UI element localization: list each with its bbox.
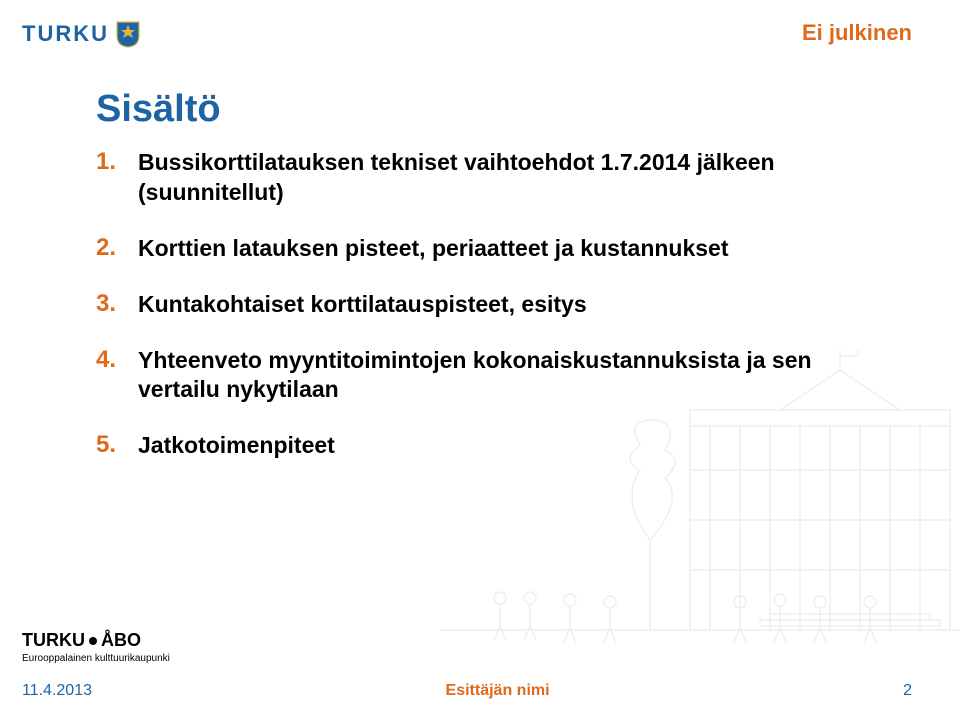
item-text: Korttien latauksen pisteet, periaatteet … (138, 234, 729, 264)
footer-date: 11.4.2013 (22, 682, 92, 700)
footer-logo: TURKU ÅBO Eurooppalainen kulttuurikaupun… (22, 631, 170, 664)
item-number: 3. (96, 290, 124, 318)
brand-crest-icon (115, 20, 141, 48)
item-text: Kuntakohtaiset korttilatauspisteet, esit… (138, 290, 587, 320)
footer-presenter: Esittäjän nimi (446, 682, 550, 700)
dot-icon (89, 637, 97, 645)
list-item: 1. Bussikorttilatauksen tekniset vaihtoe… (96, 148, 836, 208)
list-item: 2. Korttien latauksen pisteet, periaatte… (96, 234, 836, 264)
footer-page-number: 2 (903, 682, 912, 700)
item-number: 4. (96, 346, 124, 374)
footer-logo-left: TURKU (22, 631, 85, 651)
classification-label: Ei julkinen (802, 20, 912, 46)
item-number: 1. (96, 148, 124, 176)
footer-logo-main: TURKU ÅBO (22, 631, 170, 651)
slide: TURKU Ei julkinen Sisältö 1. Bussikortti… (0, 0, 960, 720)
item-text: Jatkotoimenpiteet (138, 431, 335, 461)
item-number: 2. (96, 234, 124, 262)
slide-title: Sisältö (96, 88, 221, 131)
item-text: Bussikorttilatauksen tekniset vaihtoehdo… (138, 148, 836, 208)
list-item: 3. Kuntakohtaiset korttilatauspisteet, e… (96, 290, 836, 320)
footer-bar: 11.4.2013 Esittäjän nimi 2 (22, 682, 912, 700)
cityscape-illustration (440, 350, 960, 650)
footer-logo-sub: Eurooppalainen kulttuurikaupunki (22, 653, 170, 664)
brand-logo: TURKU (22, 20, 141, 48)
brand-wordmark: TURKU (22, 21, 109, 47)
footer-logo-right: ÅBO (101, 631, 141, 651)
item-number: 5. (96, 431, 124, 459)
